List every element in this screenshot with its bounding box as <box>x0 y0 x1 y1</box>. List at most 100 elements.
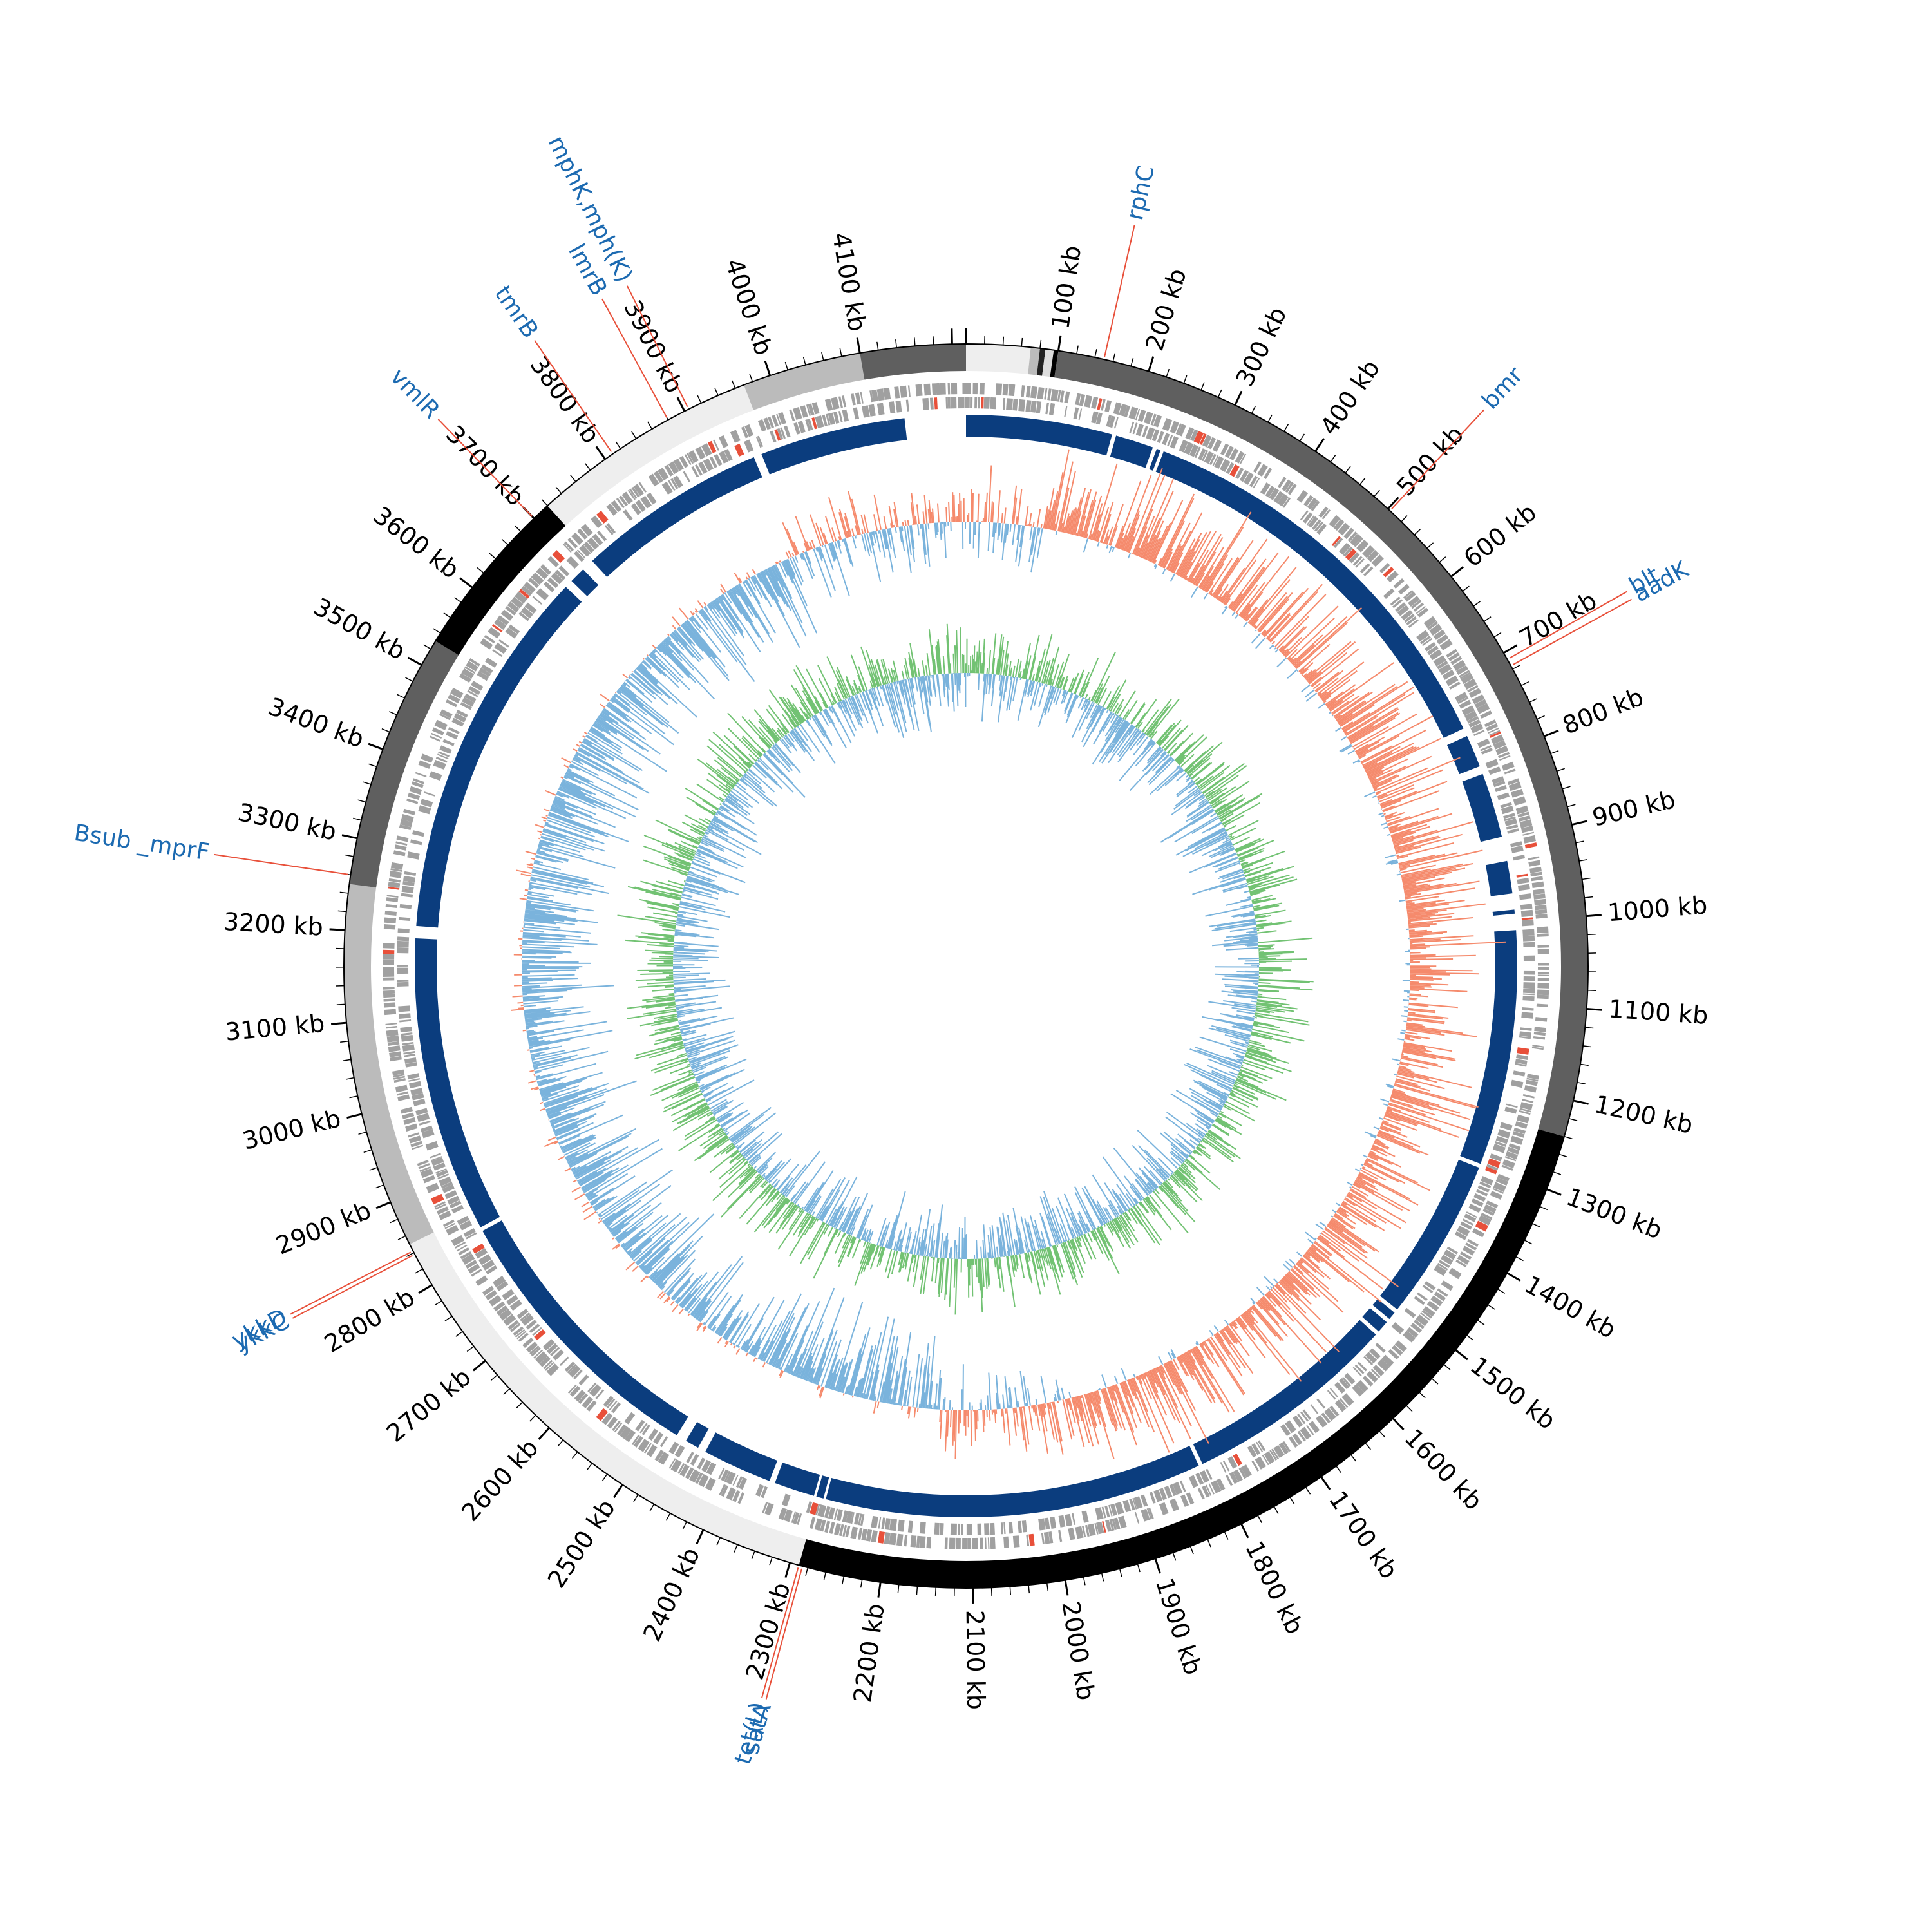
feature-forward <box>811 402 820 415</box>
feature-forward <box>496 1305 508 1316</box>
feature-forward <box>439 713 451 721</box>
tick <box>732 380 736 389</box>
feature-forward <box>979 1537 983 1549</box>
feature-reverse <box>817 1504 827 1517</box>
feature-forward <box>383 977 395 981</box>
feature-reverse <box>1003 1522 1006 1535</box>
feature-reverse <box>1446 1246 1459 1255</box>
feature-forward <box>1212 439 1222 452</box>
feature-forward <box>1044 388 1048 400</box>
feature-forward <box>1094 1522 1099 1535</box>
tick-label: 3300 kb <box>236 798 339 846</box>
feature-forward <box>860 392 864 404</box>
tick <box>339 891 348 894</box>
feature-forward <box>1207 437 1217 450</box>
feature-forward <box>1012 1535 1020 1548</box>
feature-forward <box>383 990 395 994</box>
feature-reverse <box>889 1519 898 1531</box>
feature-forward <box>627 489 636 500</box>
feature-forward <box>1350 533 1362 546</box>
feature-forward <box>1391 1345 1403 1356</box>
feature-forward <box>389 1051 401 1057</box>
feature-forward <box>1379 562 1390 574</box>
feature-forward <box>485 1289 498 1301</box>
feature-forward <box>515 1329 526 1338</box>
feature-reverse <box>1002 397 1006 410</box>
feature-reverse <box>1206 1468 1213 1481</box>
feature-forward <box>910 1535 917 1548</box>
feature-reverse <box>1436 660 1448 670</box>
tick-label: 800 kb <box>1558 683 1647 740</box>
tick <box>916 1586 918 1595</box>
feature-reverse <box>738 1477 748 1490</box>
feature-forward <box>1474 699 1487 708</box>
feature-reverse <box>1511 845 1524 853</box>
feature-reverse <box>1510 841 1522 848</box>
feature-forward <box>877 1531 886 1544</box>
feature-forward <box>440 709 453 719</box>
tick-label: 2900 kb <box>272 1196 375 1260</box>
feature-reverse <box>1306 515 1315 526</box>
feature-reverse <box>573 1369 583 1380</box>
feature-forward <box>1197 1488 1205 1500</box>
feature-reverse <box>734 443 744 457</box>
feature-forward <box>469 658 480 667</box>
tick <box>1330 455 1336 462</box>
gene-leader <box>437 419 533 517</box>
blast-hit <box>1110 435 1153 468</box>
tick <box>1166 368 1170 377</box>
blast-hit <box>1155 451 1464 738</box>
feature-reverse <box>1204 451 1214 464</box>
tick <box>1130 357 1134 366</box>
feature-forward <box>468 1264 480 1274</box>
feature-reverse <box>1104 1505 1110 1518</box>
feature-forward <box>1482 1208 1495 1217</box>
feature-forward <box>1519 819 1533 828</box>
feature-reverse <box>1297 1414 1306 1425</box>
feature-forward <box>1128 406 1139 420</box>
tick-label: 1900 kb <box>1150 1575 1208 1678</box>
tick <box>407 656 422 666</box>
feature-forward <box>1278 477 1287 488</box>
tick <box>455 1331 463 1337</box>
feature-reverse <box>413 1098 426 1106</box>
tick <box>1529 698 1537 703</box>
feature-reverse <box>407 1073 420 1080</box>
feature-reverse <box>897 1519 905 1532</box>
tick-label: 3400 kb <box>265 692 368 753</box>
feature-forward <box>1095 1521 1104 1535</box>
feature-forward <box>408 1135 422 1144</box>
feature-forward <box>838 1524 844 1537</box>
feature-forward <box>940 383 946 395</box>
tick <box>1503 644 1518 654</box>
feature-forward <box>408 1132 420 1138</box>
feature-forward <box>1490 1191 1503 1200</box>
feature-reverse <box>439 745 452 754</box>
feature-forward <box>996 383 1003 395</box>
blast-hit <box>966 415 1112 456</box>
feature-forward <box>582 1396 593 1408</box>
feature-forward <box>1208 1483 1215 1495</box>
feature-forward <box>1177 424 1186 437</box>
feature-forward <box>1510 1135 1524 1145</box>
feature-forward <box>516 1331 527 1340</box>
feature-reverse <box>1036 401 1042 413</box>
feature-forward <box>574 1390 586 1402</box>
tick <box>1506 1272 1521 1282</box>
feature-reverse <box>1038 1518 1046 1531</box>
tick <box>1473 601 1481 607</box>
tick <box>1515 1256 1524 1262</box>
feature-reverse <box>1442 669 1455 680</box>
feature-forward <box>503 1314 516 1327</box>
feature-reverse <box>974 397 978 409</box>
feature-reverse <box>435 757 448 763</box>
feature-forward <box>383 993 395 998</box>
feature-reverse <box>1522 919 1534 927</box>
feature-forward <box>829 1522 835 1534</box>
tick <box>472 1359 486 1372</box>
tick <box>1021 337 1023 346</box>
tick-label: 3700 kb <box>440 420 530 511</box>
feature-forward <box>492 623 503 633</box>
feature-forward <box>1334 1399 1347 1412</box>
feature-forward <box>695 1472 703 1484</box>
